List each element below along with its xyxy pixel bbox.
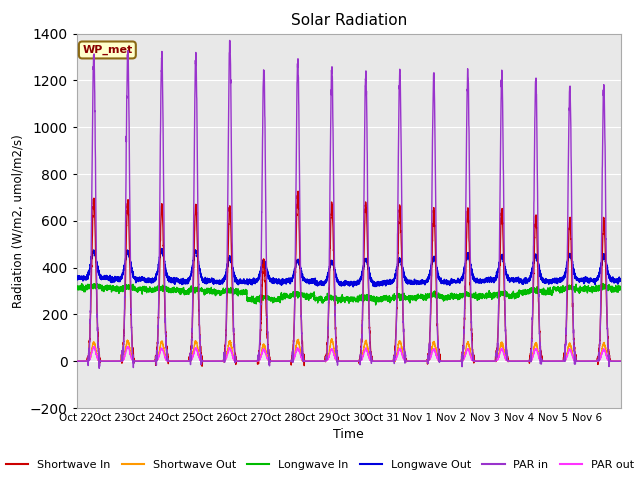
Title: Solar Radiation: Solar Radiation (291, 13, 407, 28)
X-axis label: Time: Time (333, 429, 364, 442)
Y-axis label: Radiation (W/m2, umol/m2/s): Radiation (W/m2, umol/m2/s) (12, 134, 24, 308)
Legend: Shortwave In, Shortwave Out, Longwave In, Longwave Out, PAR in, PAR out: Shortwave In, Shortwave Out, Longwave In… (2, 456, 638, 474)
Text: WP_met: WP_met (82, 45, 132, 55)
